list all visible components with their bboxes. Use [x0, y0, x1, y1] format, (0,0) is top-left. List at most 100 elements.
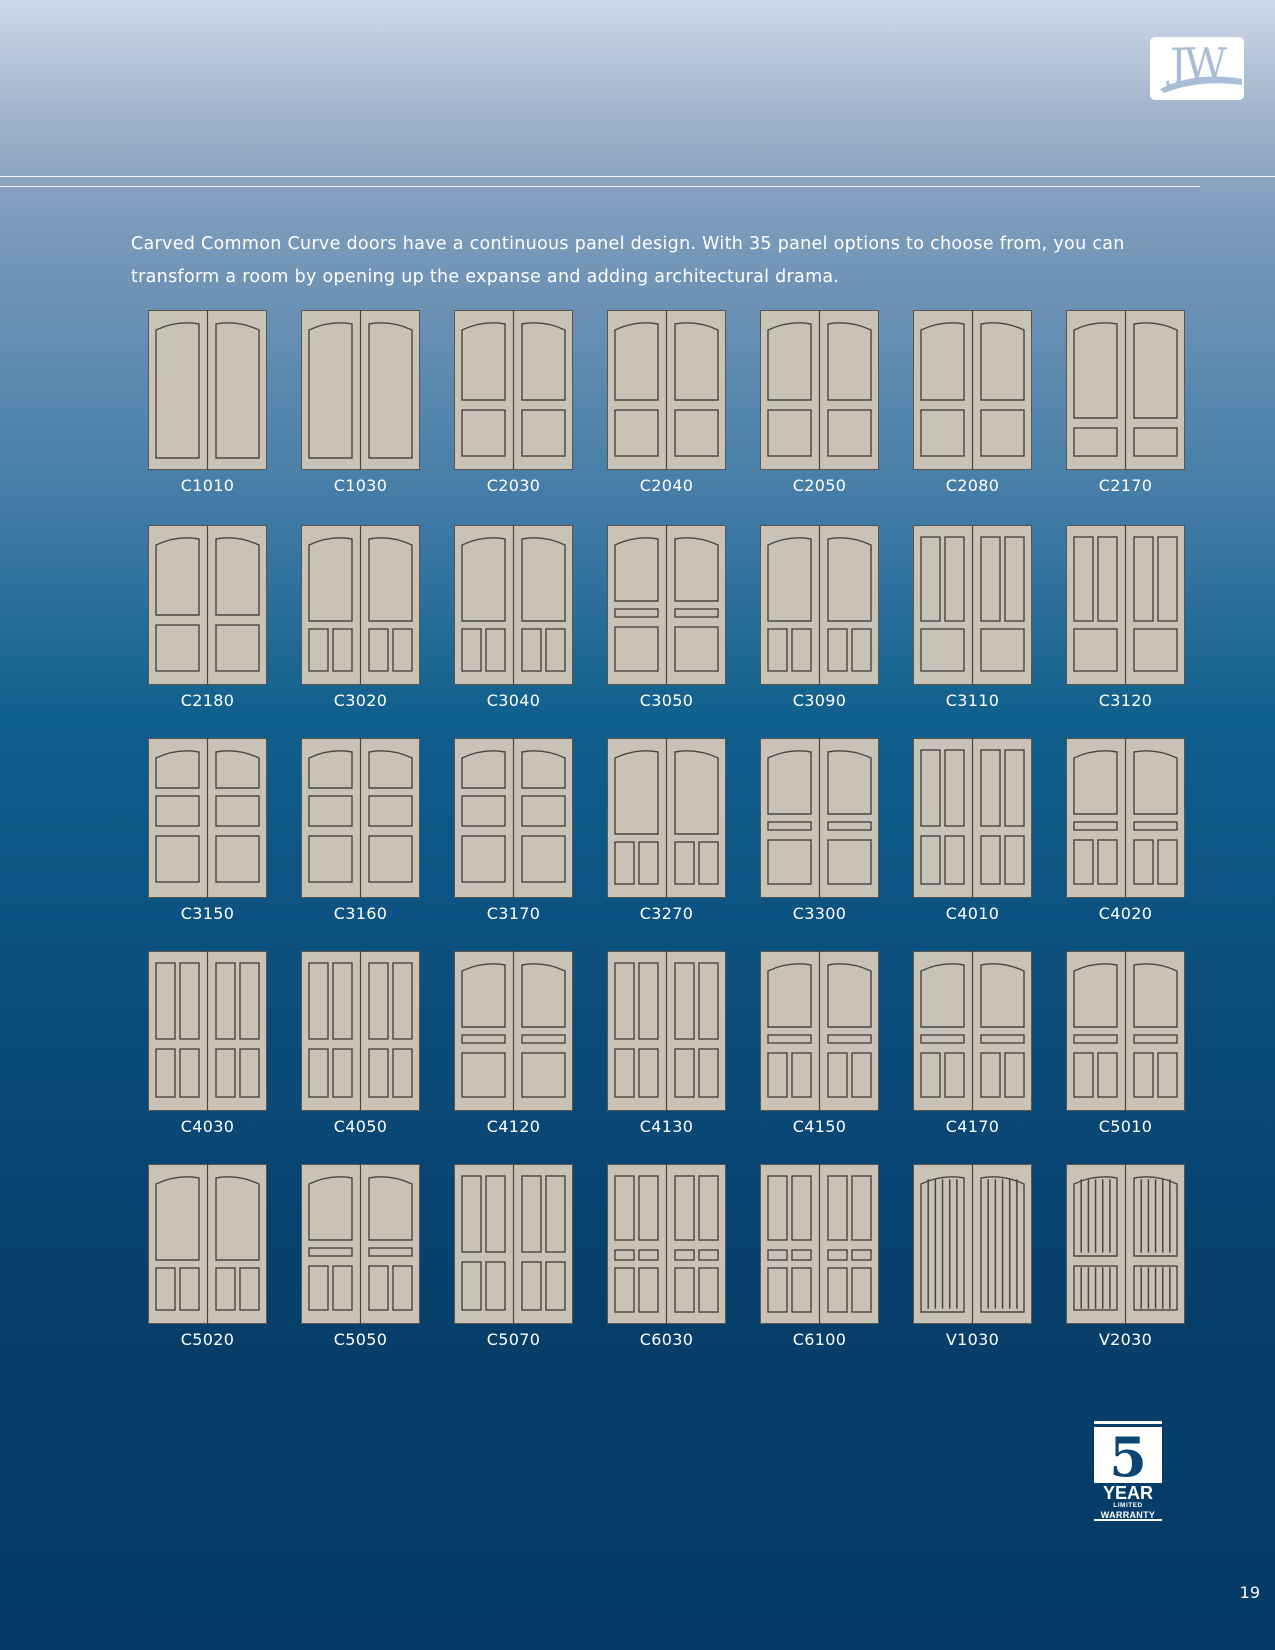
- door-item: [607, 525, 726, 685]
- door-code-label: C4150: [792, 1117, 847, 1136]
- warranty-year: YEAR: [1102, 1483, 1153, 1503]
- door-illustration-icon: [607, 738, 726, 898]
- door-code-label: C4130: [639, 1117, 694, 1136]
- door-illustration-icon: [454, 310, 573, 470]
- door-code-label: C4020: [1098, 904, 1153, 923]
- door-illustration-icon: [913, 738, 1032, 898]
- door-item: [301, 738, 420, 898]
- door-code-label: C1030: [333, 476, 388, 495]
- door-code-label: C3160: [333, 904, 388, 923]
- door-illustration-icon: [1066, 1164, 1185, 1324]
- door-illustration-icon: [1066, 525, 1185, 685]
- door-item: [607, 951, 726, 1111]
- door-illustration-icon: [148, 738, 267, 898]
- door-illustration-icon: [760, 738, 879, 898]
- door-code-label: C3110: [945, 691, 1000, 710]
- door-item: [454, 738, 573, 898]
- door-code-label: C3270: [639, 904, 694, 923]
- door-item: [301, 951, 420, 1111]
- door-illustration-icon: [1066, 738, 1185, 898]
- door-item: [913, 738, 1032, 898]
- door-illustration-icon: [454, 738, 573, 898]
- door-item: [1066, 1164, 1185, 1324]
- door-item: [1066, 951, 1185, 1111]
- warranty-text: WARRANTY: [1100, 1510, 1156, 1520]
- door-item: [301, 1164, 420, 1324]
- jw-swoosh-logo-icon: [1160, 76, 1242, 93]
- door-item: [1066, 310, 1185, 470]
- door-illustration-icon: [760, 310, 879, 470]
- door-illustration-icon: [454, 525, 573, 685]
- door-illustration-icon: [760, 951, 879, 1111]
- door-illustration-icon: [760, 525, 879, 685]
- door-code-label: C2180: [180, 691, 235, 710]
- door-code-label: C2030: [486, 476, 541, 495]
- jw-logo: JW: [1150, 37, 1244, 100]
- door-illustration-icon: [607, 951, 726, 1111]
- door-code-label: C2170: [1098, 476, 1153, 495]
- door-item: [301, 310, 420, 470]
- door-illustration-icon: [913, 951, 1032, 1111]
- door-code-label: C3300: [792, 904, 847, 923]
- door-illustration-icon: [454, 1164, 573, 1324]
- door-code-label: C4030: [180, 1117, 235, 1136]
- door-code-label: C4170: [945, 1117, 1000, 1136]
- door-code-label: C5010: [1098, 1117, 1153, 1136]
- door-illustration-icon: [148, 951, 267, 1111]
- door-code-label: C6030: [639, 1330, 694, 1349]
- door-item: [913, 1164, 1032, 1324]
- warranty-limited: LIMITED: [1113, 1502, 1143, 1509]
- door-code-label: C3170: [486, 904, 541, 923]
- door-item: [454, 310, 573, 470]
- door-item: [760, 310, 879, 470]
- door-item: [760, 951, 879, 1111]
- door-item: [913, 951, 1032, 1111]
- warranty-badge: 5 YEAR LIMITED WARRANTY: [1094, 1421, 1162, 1521]
- door-code-label: C1010: [180, 476, 235, 495]
- door-illustration-icon: [913, 1164, 1032, 1324]
- door-code-label: V2030: [1098, 1330, 1153, 1349]
- door-code-label: C3040: [486, 691, 541, 710]
- door-illustration-icon: [607, 1164, 726, 1324]
- door-illustration-icon: [301, 951, 420, 1111]
- door-item: [913, 525, 1032, 685]
- door-illustration-icon: [148, 310, 267, 470]
- door-item: [760, 738, 879, 898]
- warranty-number: 5: [1109, 1425, 1147, 1489]
- door-item: [454, 951, 573, 1111]
- door-illustration-icon: [301, 738, 420, 898]
- door-illustration-icon: [1066, 951, 1185, 1111]
- door-item: [607, 738, 726, 898]
- door-code-label: C4050: [333, 1117, 388, 1136]
- door-code-label: C3050: [639, 691, 694, 710]
- door-illustration-icon: [913, 525, 1032, 685]
- door-item: [148, 1164, 267, 1324]
- door-code-label: C3150: [180, 904, 235, 923]
- door-item: [454, 1164, 573, 1324]
- door-item: [301, 525, 420, 685]
- door-item: [1066, 738, 1185, 898]
- door-item: [148, 951, 267, 1111]
- door-illustration-icon: [148, 525, 267, 685]
- page-number: 19: [1239, 1583, 1260, 1602]
- door-code-label: C2040: [639, 476, 694, 495]
- door-code-label: C2080: [945, 476, 1000, 495]
- door-code-label: C3120: [1098, 691, 1153, 710]
- door-code-label: C3020: [333, 691, 388, 710]
- door-item: [148, 738, 267, 898]
- door-code-label: C6100: [792, 1330, 847, 1349]
- door-illustration-icon: [301, 310, 420, 470]
- door-illustration-icon: [913, 310, 1032, 470]
- intro-text: Carved Common Curve doors have a continu…: [131, 234, 1125, 287]
- door-code-label: C5020: [180, 1330, 235, 1349]
- door-item: [760, 525, 879, 685]
- door-code-label: V1030: [945, 1330, 1000, 1349]
- door-illustration-icon: [301, 525, 420, 685]
- door-illustration-icon: [1066, 310, 1185, 470]
- warranty-badge-icon: [1094, 1421, 1162, 1521]
- door-illustration-icon: [301, 1164, 420, 1324]
- door-item: [607, 310, 726, 470]
- door-item: [1066, 525, 1185, 685]
- door-illustration-icon: [607, 310, 726, 470]
- door-item: [760, 1164, 879, 1324]
